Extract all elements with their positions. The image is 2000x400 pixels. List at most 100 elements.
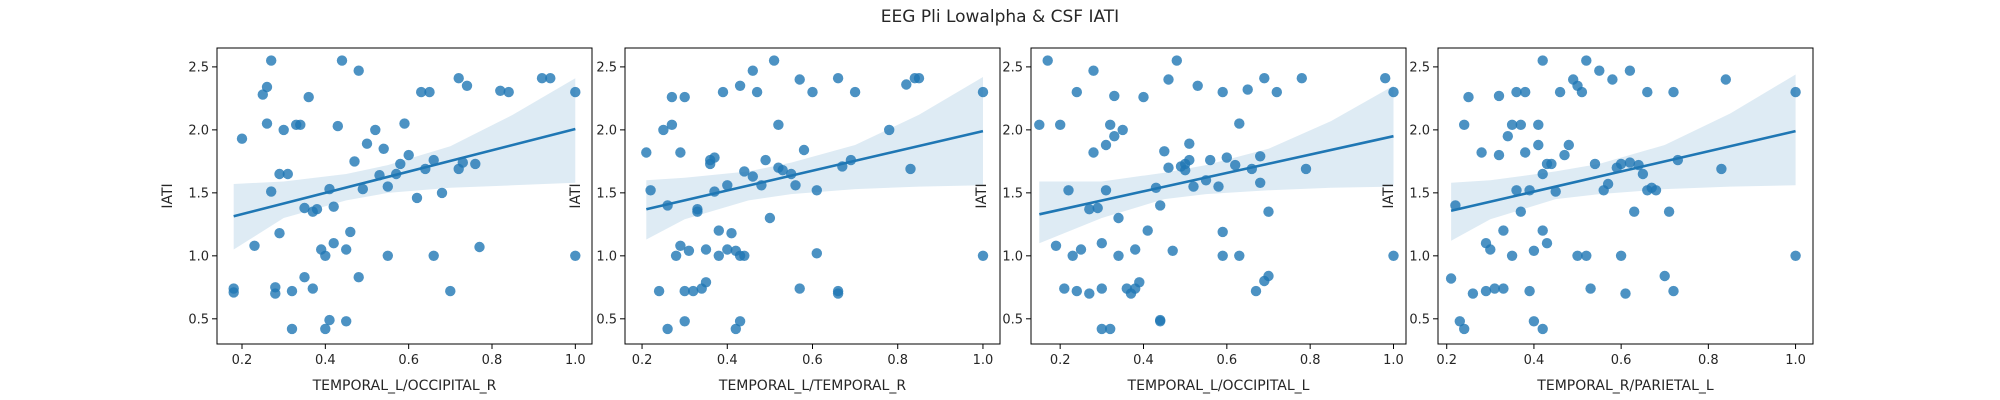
data-point [411,192,423,204]
data-point [1113,212,1124,224]
confidence-band [646,77,983,240]
data-point [1171,55,1183,66]
data-point [722,180,733,191]
data-point [1790,250,1801,261]
data-point [688,285,699,297]
data-point [679,91,690,103]
data-point [1716,163,1727,175]
data-point [1184,154,1195,166]
data-point [747,171,758,182]
data-point [730,323,741,335]
data-point [1467,288,1479,299]
data-point [1105,119,1116,130]
data-point [1506,119,1518,130]
data-point [324,314,335,326]
data-point [1184,138,1195,149]
data-point [1255,177,1266,188]
y-axis-label: IATI [974,183,990,208]
data-point [726,228,737,239]
data-point [1546,158,1557,170]
x-tick-label: 1.0 [1383,353,1404,368]
data-point [1659,270,1670,282]
data-point [236,133,248,144]
plot-area [228,55,581,335]
data-point [1042,55,1053,66]
data-point [679,285,690,297]
data-point [1234,250,1245,261]
x-tick-label: 1.0 [565,353,586,368]
data-point [299,202,310,214]
subplot-2: 0.2 0.4 0.6 0.8 1.0 0.5 1.0 1.5 2.0 2.5 TEMPORAL_L… [568,47,1001,394]
data-point [1624,65,1636,76]
data-point [1105,323,1116,335]
data-point [1559,149,1570,161]
regression-line [646,129,984,211]
data-point [1615,250,1627,261]
data-point [849,86,861,98]
data-point [1088,147,1099,158]
data-point [1117,124,1128,136]
y-tick-label: 2.0 [596,123,617,138]
data-point [777,165,788,176]
y-tick-label: 0.5 [1002,312,1023,327]
data-point [1520,147,1531,158]
data-point [798,144,810,156]
data-point [1096,238,1108,249]
data-point [1585,283,1596,294]
y-tick-label: 2.5 [1002,60,1023,75]
regression-line [233,127,576,218]
data-point [428,250,439,261]
data-point [1063,185,1074,196]
data-point [641,147,652,158]
data-point [1167,245,1178,256]
data-point [832,73,844,84]
data-point [1554,86,1566,98]
data-point [1607,74,1618,85]
data-point [1515,119,1527,130]
x-tick-label: 0.6 [1216,353,1237,368]
data-point [653,285,665,297]
data-point [470,158,481,170]
data-point [713,250,724,261]
data-point [1296,73,1308,84]
x-tick-label: 0.4 [1133,353,1154,368]
data-point [1463,91,1474,103]
x-tick-label: 0.4 [717,353,738,368]
data-point [709,152,720,163]
data-point [1533,119,1544,130]
data-point [1242,84,1253,95]
data-point [1502,131,1514,142]
data-point [1092,202,1103,214]
data-point [1624,157,1636,168]
data-point [382,250,393,261]
data-point [747,65,758,76]
data-point [1230,159,1241,171]
data-point [662,323,673,335]
data-point [266,186,277,197]
axes-frame [216,47,593,345]
data-point [1192,80,1203,92]
data-point [884,124,895,136]
data-point [1620,288,1631,299]
data-point [1188,181,1199,192]
data-point [1217,86,1228,98]
data-point [1221,152,1233,163]
data-point [1650,185,1662,196]
data-point [658,124,669,136]
data-point [1454,316,1466,327]
y-axis-label: IATI [160,183,176,208]
y-tick-label: 1.0 [1409,249,1430,264]
data-point [1459,119,1470,130]
data-point [977,86,989,98]
axes-frame [1030,47,1407,345]
data-point [764,212,776,224]
data-point [503,86,514,98]
data-point [1629,206,1640,217]
data-point [282,168,293,180]
plot-area [1445,55,1801,335]
data-point [1459,323,1470,335]
data-point [495,85,506,97]
data-point [1576,86,1588,98]
data-point [734,80,746,92]
y-tick-label: 2.0 [1409,123,1430,138]
